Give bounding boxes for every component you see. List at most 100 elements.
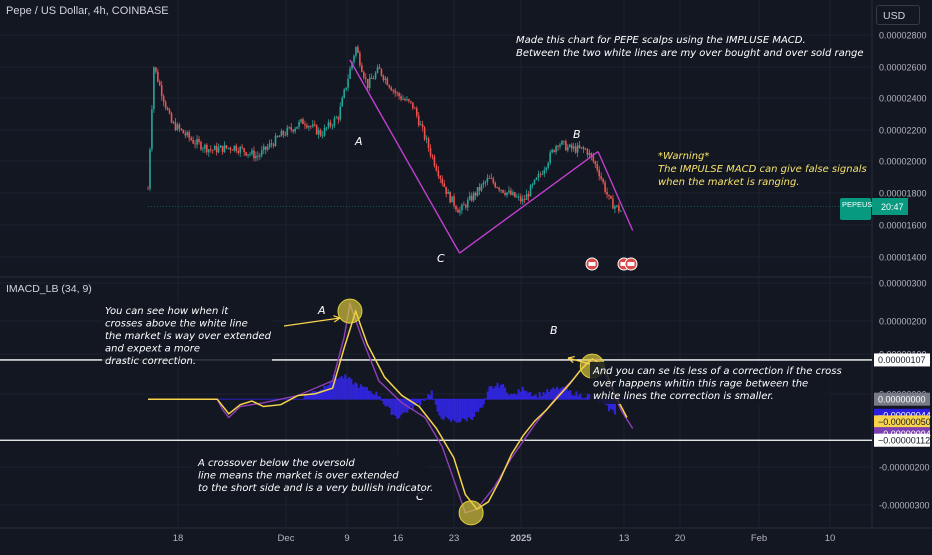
histogram-bar <box>341 376 343 399</box>
candle-body <box>453 196 455 206</box>
candle-body <box>228 148 230 149</box>
candle-body <box>273 144 275 146</box>
histogram-bar <box>508 395 510 399</box>
histogram-bar <box>500 385 502 399</box>
candle-body <box>487 178 489 182</box>
candle-body <box>575 146 577 152</box>
value-badge-text: 0.00000107 <box>878 355 926 365</box>
histogram-bar <box>492 388 494 399</box>
candle-body <box>308 126 310 127</box>
histogram-bar <box>314 391 316 399</box>
candle-body <box>396 93 398 94</box>
candle-body <box>385 78 387 80</box>
candle-body <box>414 108 416 109</box>
histogram-bar <box>564 390 566 399</box>
candle-body <box>336 117 338 118</box>
candle-body <box>567 147 569 150</box>
candle-body <box>481 184 483 190</box>
candle-body <box>302 119 304 124</box>
histogram-bar <box>488 386 490 399</box>
annotation-overbought-line: the market is way over extended <box>105 331 272 342</box>
candle-body <box>589 153 591 155</box>
candle-body <box>339 107 341 120</box>
candle-body <box>524 199 526 200</box>
candle-body <box>343 90 345 98</box>
time-tick-label: Dec <box>278 533 295 544</box>
candle-body <box>285 135 287 136</box>
candle-body <box>357 47 359 53</box>
histogram-bar <box>402 399 404 413</box>
histogram-bar <box>450 399 452 422</box>
event-marker-icon[interactable] <box>586 258 598 270</box>
candle-body <box>510 191 512 195</box>
candle-body <box>379 67 381 69</box>
price-point-label-b: B <box>573 128 581 141</box>
candle-body <box>434 157 436 166</box>
histogram-bar <box>531 396 533 399</box>
candle-body <box>428 138 430 148</box>
histogram-bar <box>456 399 458 422</box>
candle-body <box>157 72 159 82</box>
candle-body <box>206 145 208 152</box>
candle-body <box>394 90 396 92</box>
event-marker-flag <box>628 262 635 266</box>
candle-body <box>593 156 595 161</box>
annotation-overbought-line: crosses above the white line <box>105 319 248 330</box>
histogram-bar <box>312 391 314 399</box>
candle-body <box>416 108 418 115</box>
candle-body <box>406 99 408 100</box>
candle-body <box>496 187 498 188</box>
candle-body <box>545 168 547 170</box>
candle-body <box>204 145 206 149</box>
candle-body <box>330 122 332 126</box>
price-tick-label: 0.00001800 <box>879 189 927 199</box>
candle-body <box>569 145 571 147</box>
candle-body <box>188 132 190 138</box>
histogram-bar <box>475 399 477 411</box>
candle-body <box>596 164 598 170</box>
candle-body <box>479 187 481 191</box>
histogram-bar <box>448 399 450 419</box>
candle-body <box>328 122 330 127</box>
candle-body <box>430 148 432 155</box>
histogram-bar <box>381 399 383 401</box>
candle-body <box>594 161 596 164</box>
candle-body <box>322 135 324 136</box>
candle-body <box>355 47 357 55</box>
histogram-bar <box>523 391 525 400</box>
candle-body <box>383 76 385 80</box>
event-marker-icon[interactable] <box>625 258 637 270</box>
candle-body <box>155 67 157 71</box>
candle-body <box>436 166 438 171</box>
price-badge-countdown: 20:47 <box>881 202 904 212</box>
annotation-range: And you can se its less of a correction … <box>590 362 842 404</box>
histogram-bar <box>529 392 531 399</box>
candle-body <box>608 195 610 196</box>
candle-body <box>532 184 534 185</box>
candle-body <box>551 150 553 152</box>
histogram-bar <box>506 393 508 400</box>
candle-body <box>418 116 420 126</box>
candle-body <box>408 99 410 101</box>
histogram-bar <box>437 399 439 412</box>
candle-body <box>504 193 506 195</box>
candle-body <box>226 145 228 148</box>
candle-body <box>261 150 263 155</box>
candle-body <box>540 174 542 175</box>
candle-body <box>349 69 351 79</box>
candle-body <box>412 102 414 108</box>
annotation-range-line: And you can se its less of a correction … <box>592 366 842 377</box>
candle-body <box>469 196 471 200</box>
candle-body <box>494 183 496 187</box>
candle-body <box>183 130 185 133</box>
currency-button[interactable]: USD <box>876 5 920 25</box>
candle-body <box>443 183 445 186</box>
candle-body <box>587 149 589 154</box>
candle-body <box>526 194 528 200</box>
histogram-bar <box>425 398 427 399</box>
candle-body <box>326 128 328 129</box>
candle-body <box>224 145 226 152</box>
candle-body <box>149 149 151 188</box>
price-point-label-a: A <box>354 135 363 148</box>
